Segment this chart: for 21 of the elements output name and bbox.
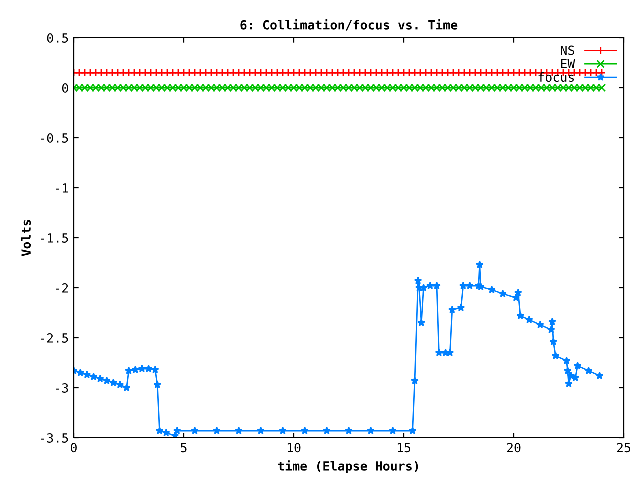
y-tick-label: 0 — [62, 84, 68, 93]
x-tick-label: 15 — [398, 443, 411, 453]
y-tick-label: -1.5 — [41, 234, 68, 243]
y-tick-label: -3 — [56, 384, 68, 393]
x-axis-title: time (Elapse Hours) — [278, 460, 418, 474]
x-tick-label: 0 — [71, 443, 77, 453]
x-tick-label: 20 — [507, 443, 521, 453]
y-axis-title: Volts — [21, 220, 32, 256]
legend-label: EW — [561, 59, 576, 68]
y-tick-label: -3.5 — [41, 434, 68, 443]
legend-label: NS — [561, 46, 574, 56]
y-tick-label: 0.5 — [47, 34, 68, 43]
x-tick-label: 25 — [617, 443, 631, 453]
x-tick-label: 10 — [288, 443, 301, 453]
y-tick-label: -2.5 — [41, 334, 68, 343]
legend-label: focus — [538, 72, 574, 82]
y-tick-label: -2 — [56, 284, 68, 293]
y-tick-label: -1 — [56, 184, 68, 193]
y-tick-label: -0.5 — [41, 134, 68, 143]
x-tick-label: 5 — [181, 443, 187, 453]
chart-title: 6: Collimation/focus vs. Time — [240, 20, 458, 31]
